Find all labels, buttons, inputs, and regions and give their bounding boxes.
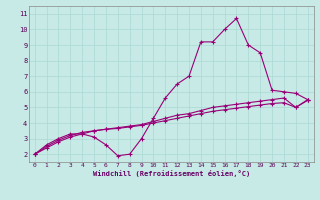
X-axis label: Windchill (Refroidissement éolien,°C): Windchill (Refroidissement éolien,°C) [92, 170, 250, 177]
